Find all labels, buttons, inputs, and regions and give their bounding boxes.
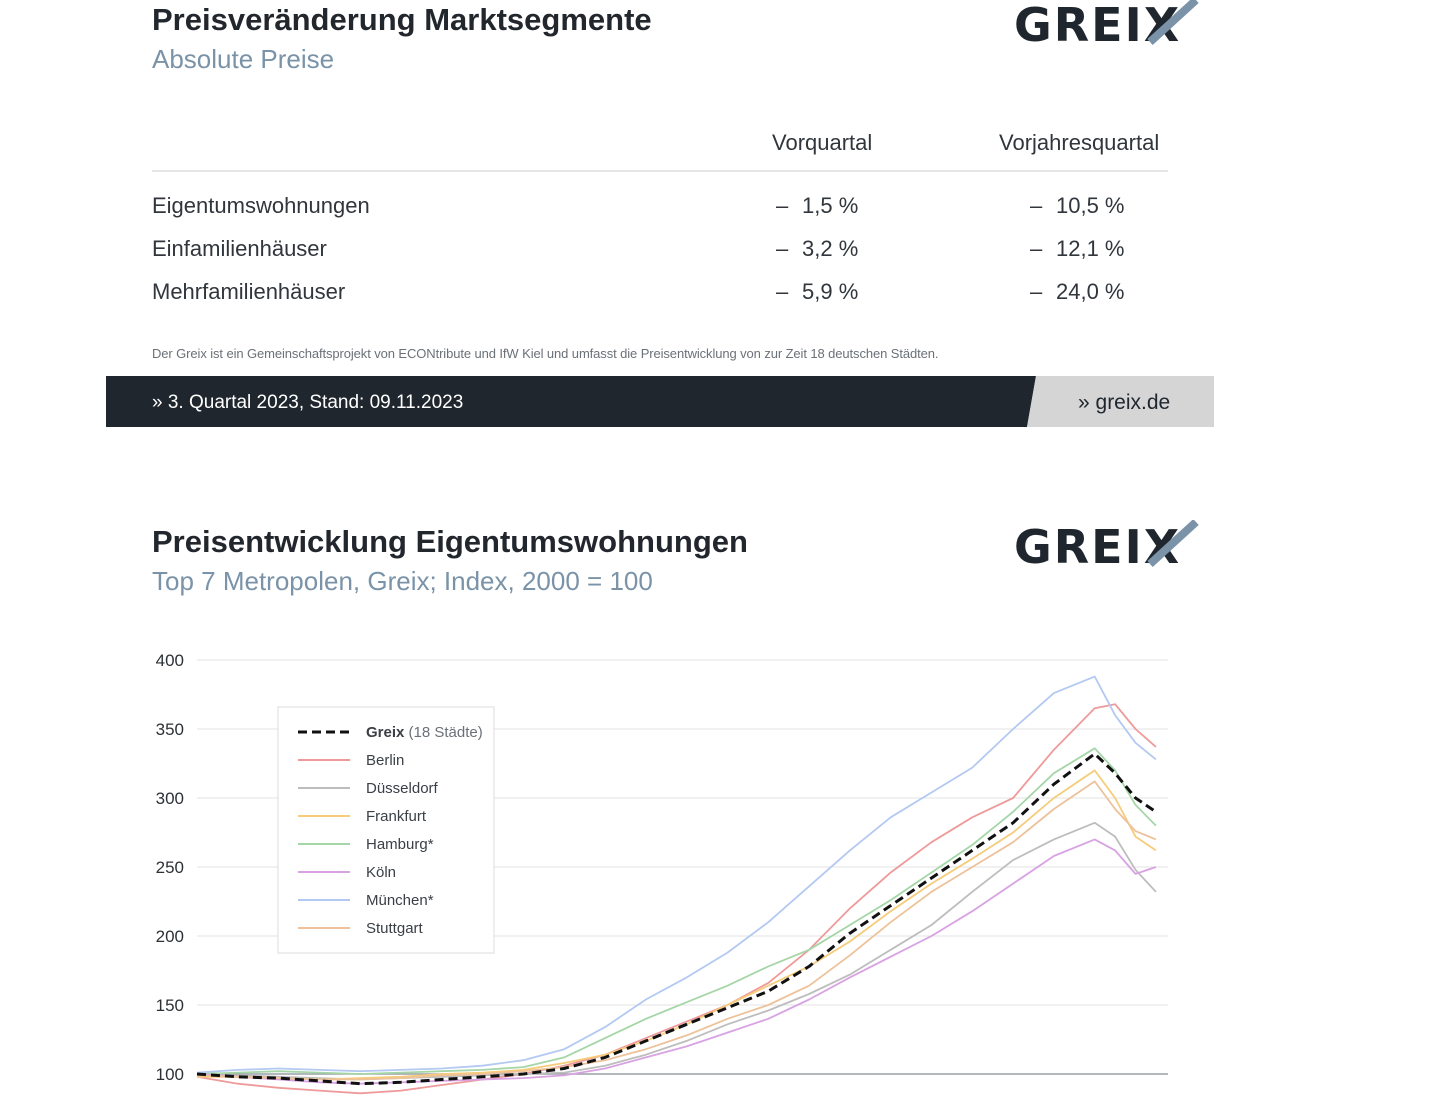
series-line-greix — [196, 752, 1157, 1086]
y-tick-label: 100 — [156, 1065, 184, 1084]
sign-minus: – — [776, 236, 789, 261]
table-divider — [152, 170, 1168, 172]
series-line-stuttgart — [196, 780, 1157, 1081]
legend-label: Greix (18 Städte) — [366, 724, 483, 741]
chart-subtitle: Top 7 Metropolen, Greix; Index, 2000 = 1… — [152, 566, 653, 596]
y-tick-label: 150 — [156, 996, 184, 1015]
value-vorquartal: 5,9 % — [802, 279, 859, 304]
greix-logo-mark-icon — [1147, 520, 1199, 567]
legend-label: Hamburg* — [366, 836, 434, 853]
value-vorjahresquartal: 24,0 % — [1056, 279, 1125, 304]
y-tick-label: 200 — [156, 927, 184, 946]
value-vorjahresquartal: 12,1 % — [1056, 236, 1125, 261]
top-panel-title: Preisveränderung Marktsegmente — [152, 2, 652, 37]
series-line-m-nchen — [196, 675, 1157, 1074]
line-chart: 400 350 300 250 200 150 100 Greix (18 Städte) Be… — [156, 651, 1168, 1095]
legend-label: Stuttgart — [366, 920, 424, 937]
value-vorquartal: 3,2 % — [802, 236, 859, 261]
legend-label: Düsseldorf — [366, 780, 439, 797]
greix-logo-mark-icon — [1147, 0, 1199, 45]
sign-minus: – — [1030, 279, 1043, 304]
row-label-mehrfamilienhaeuser: Mehrfamilienhäuser — [152, 279, 346, 304]
greix-logo: GREIX — [1014, 520, 1199, 574]
y-tick-label: 350 — [156, 720, 184, 739]
column-header-vorquartal: Vorquartal — [772, 130, 873, 155]
greix-logo: GREIX — [1014, 0, 1199, 52]
sign-minus: – — [1030, 193, 1043, 218]
sign-minus: – — [776, 193, 789, 218]
y-tick-label: 250 — [156, 858, 184, 877]
legend-label: Berlin — [366, 752, 404, 769]
footer-bar — [106, 376, 1214, 427]
series-line-hamburg — [196, 747, 1157, 1075]
series-line-berlin — [196, 703, 1157, 1095]
legend-box — [277, 706, 495, 954]
footnote: Der Greix ist ein Gemeinschaftsprojekt v… — [152, 346, 939, 361]
row-label-eigentumswohnungen: Eigentumswohnungen — [152, 193, 370, 218]
footer-date: » 3. Quartal 2023, Stand: 09.11.2023 — [152, 392, 464, 413]
legend-label: Köln — [366, 864, 396, 881]
top-panel-subtitle: Absolute Preise — [152, 44, 335, 74]
y-tick-label: 400 — [156, 651, 184, 670]
y-tick-label: 300 — [156, 789, 184, 808]
value-vorquartal: 1,5 % — [802, 193, 859, 218]
chart-title: Preisentwicklung Eigentumswohnungen — [152, 524, 748, 559]
column-header-vorjahresquartal: Vorjahresquartal — [999, 130, 1160, 155]
value-vorjahresquartal: 10,5 % — [1056, 193, 1125, 218]
sign-minus: – — [776, 279, 789, 304]
row-label-einfamilienhaeuser: Einfamilienhäuser — [152, 236, 327, 261]
footer-link-greix[interactable]: » greix.de — [1078, 391, 1171, 414]
legend-label: Frankfurt — [366, 808, 427, 825]
sign-minus: – — [1030, 236, 1043, 261]
legend-label: München* — [366, 892, 434, 909]
